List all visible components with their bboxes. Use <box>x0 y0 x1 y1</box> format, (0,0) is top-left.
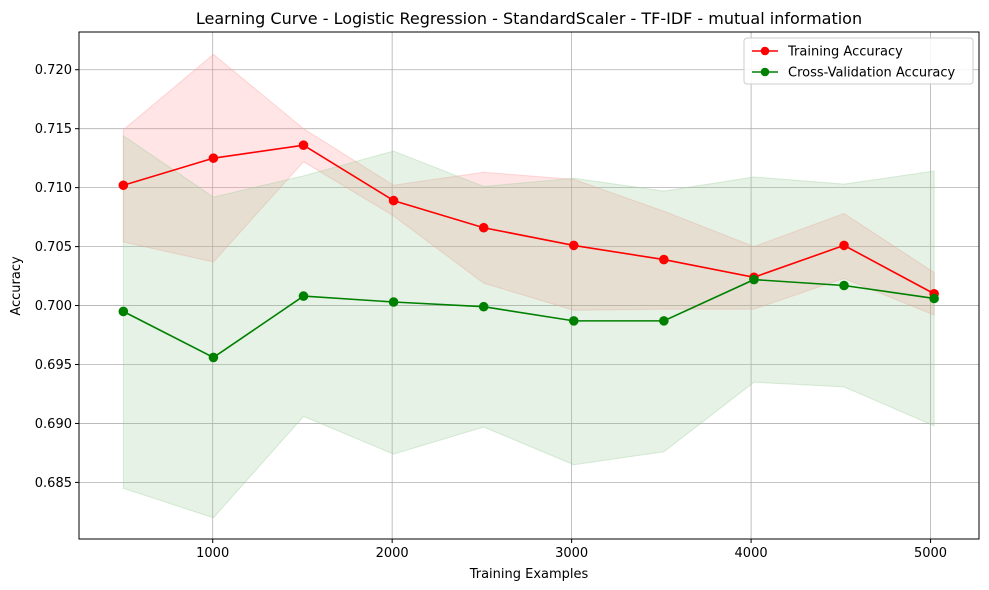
data-point <box>929 293 939 304</box>
x-tick-label: 4000 <box>735 546 768 561</box>
confidence-band <box>122 53 935 316</box>
plot-frame <box>78 31 980 540</box>
y-tick-label: 0.685 <box>35 476 72 491</box>
data-point <box>208 352 219 363</box>
series-markers <box>118 140 939 363</box>
grid-lines <box>79 32 979 539</box>
legend-label: Cross-Validation Accuracy <box>788 66 956 81</box>
chart-title: Learning Curve - Logistic Regression - S… <box>196 9 862 28</box>
legend-marker <box>760 67 770 77</box>
data-point <box>118 306 129 317</box>
data-point <box>568 240 579 251</box>
data-point <box>298 140 309 150</box>
data-point <box>568 316 579 326</box>
data-point <box>839 240 849 251</box>
data-point <box>659 254 669 265</box>
x-tick-label: 5000 <box>914 546 947 561</box>
data-point <box>388 195 399 206</box>
y-tick-label: 0.710 <box>35 181 72 196</box>
y-axis-label: Accuracy <box>9 256 24 316</box>
data-point <box>118 180 129 191</box>
legend: Training Accuracy Cross-Validation Accura… <box>743 37 974 85</box>
series-line <box>123 144 935 295</box>
series-lines <box>122 144 935 359</box>
y-tick-label: 0.690 <box>35 417 72 432</box>
y-tick-label: 0.705 <box>35 240 72 255</box>
data-point <box>478 222 489 233</box>
y-tick-label: 0.715 <box>35 122 72 137</box>
data-point <box>839 280 849 291</box>
x-tick-label: 2000 <box>376 546 409 561</box>
y-tick-label: 0.700 <box>35 299 72 314</box>
legend-marker <box>760 46 770 56</box>
series-line <box>122 278 935 359</box>
x-axis-label: Training Examples <box>469 567 589 582</box>
confidence-bands <box>122 53 935 519</box>
y-axis-ticks: 0.685 0.690 0.695 0.700 0.705 0.710 0.715 0.720 <box>35 63 79 491</box>
x-tick-label: 3000 <box>555 546 588 561</box>
legend-label: Training Accuracy <box>787 45 903 60</box>
x-axis-ticks: 1000 2000 3000 4000 5000 <box>196 539 947 561</box>
data-point <box>659 316 669 326</box>
y-tick-label: 0.695 <box>35 358 72 373</box>
y-tick-label: 0.720 <box>35 63 72 78</box>
data-point <box>749 274 759 285</box>
legend-box <box>743 37 974 85</box>
data-point <box>298 291 309 301</box>
data-point <box>478 301 489 312</box>
data-point <box>388 297 399 307</box>
data-point <box>208 153 219 163</box>
x-tick-label: 1000 <box>196 546 229 561</box>
confidence-band <box>122 134 935 519</box>
